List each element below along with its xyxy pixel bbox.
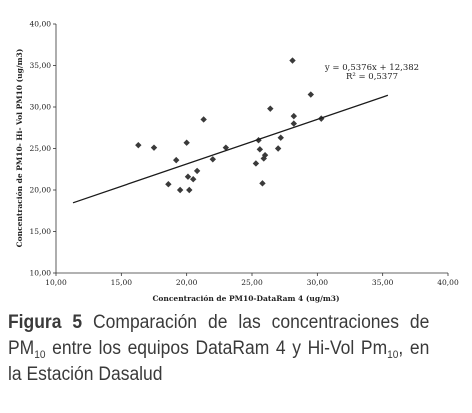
caption-subscript-2: 10 xyxy=(387,349,399,361)
data-point xyxy=(256,146,264,153)
caption-subscript-1: 10 xyxy=(34,349,46,361)
x-axis-title: Concentración de PM10-DataRam 4 (ug/m3) xyxy=(152,294,339,303)
x-axis-ticks: 10,00 15,00 20,00 25,00 30,00 35,00 40,00 xyxy=(45,273,459,287)
x-tick-label: 25,00 xyxy=(241,278,263,287)
data-point xyxy=(200,116,207,123)
data-point xyxy=(193,167,201,175)
data-point xyxy=(277,134,284,141)
r-squared-label: R² = 0,5377 xyxy=(346,72,398,82)
data-point xyxy=(261,151,269,159)
data-point xyxy=(289,57,296,64)
y-tick-label: 35,00 xyxy=(30,61,52,70)
figure-caption: Figura 5 Comparación de las concentracio… xyxy=(8,310,429,388)
chart-axes xyxy=(55,24,448,274)
data-point xyxy=(184,173,192,180)
data-points xyxy=(135,57,325,194)
data-point xyxy=(290,120,298,127)
x-tick-label: 40,00 xyxy=(437,278,459,287)
x-tick-label: 35,00 xyxy=(372,278,394,287)
y-tick-label: 15,00 xyxy=(30,227,52,236)
data-point xyxy=(274,145,282,152)
data-point xyxy=(252,160,260,167)
x-tick-label: 30,00 xyxy=(307,278,329,287)
data-point xyxy=(222,144,230,151)
data-point xyxy=(173,156,180,164)
data-point xyxy=(165,180,172,188)
data-point xyxy=(183,139,190,146)
figure-label: Figura 5 xyxy=(8,312,83,333)
y-tick-label: 20,00 xyxy=(30,186,52,195)
data-point xyxy=(259,180,266,187)
data-point xyxy=(290,112,298,120)
caption-text-1: Comparación de las concentraciones de PM xyxy=(8,312,430,359)
caption-text-3: , en la Estación Dasalud xyxy=(8,338,430,385)
trendline xyxy=(72,94,389,204)
data-point xyxy=(135,141,142,149)
data-point xyxy=(267,105,274,112)
scatter-chart: 10,00 15,00 20,00 25,00 30,00 35,00 40,00 10,0… xyxy=(15,20,459,304)
data-point xyxy=(186,186,193,194)
y-tick-label: 10,00 xyxy=(30,269,52,278)
y-tick-label: 25,00 xyxy=(30,144,52,153)
y-axis-title: Concentración de PM10- Hi- Vol PM10 (ug/… xyxy=(15,49,24,248)
data-point xyxy=(209,156,216,163)
x-tick-label: 20,00 xyxy=(176,278,198,287)
data-point xyxy=(150,144,158,151)
y-tick-label: 40,00 xyxy=(30,20,52,29)
data-point xyxy=(307,91,314,98)
x-tick-label: 15,00 xyxy=(111,278,133,287)
y-tick-label: 30,00 xyxy=(30,103,52,112)
trendline-equation: y = 0,5376x + 12,382 xyxy=(324,63,419,73)
data-point xyxy=(190,176,197,183)
y-axis-ticks: 10,00 15,00 20,00 25,00 30,00 35,00 40,00 xyxy=(30,20,56,278)
caption-text-2: entre los equipos DataRam 4 y Hi-Vol Pm xyxy=(45,338,388,359)
x-tick-label: 10,00 xyxy=(45,278,67,287)
data-point xyxy=(176,186,184,194)
